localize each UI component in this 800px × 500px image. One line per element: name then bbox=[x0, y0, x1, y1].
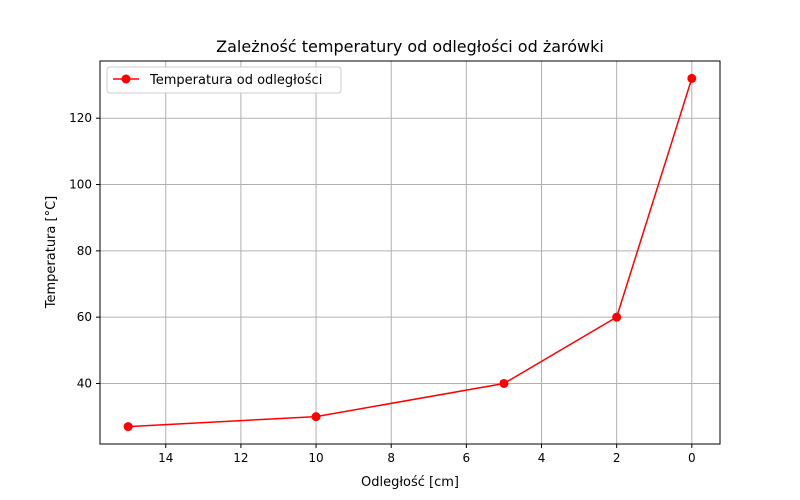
x-axis-ticks: 14 12 10 8 6 4 2 0 bbox=[158, 444, 696, 465]
y-tick-label: 60 bbox=[77, 310, 92, 324]
legend: Temperatura od odległości bbox=[106, 66, 342, 94]
legend-marker-swatch bbox=[121, 74, 131, 84]
x-tick-label: 4 bbox=[538, 451, 546, 465]
chart-title: Zależność temperatury od odległości od ż… bbox=[216, 37, 604, 56]
y-tick-label: 40 bbox=[77, 376, 92, 390]
y-tick-label: 120 bbox=[69, 111, 92, 125]
x-tick-label: 6 bbox=[463, 451, 471, 465]
y-tick-label: 80 bbox=[77, 244, 92, 258]
legend-entry-label: Temperatura od odległości bbox=[149, 73, 322, 88]
x-tick-label: 12 bbox=[233, 451, 248, 465]
series-group bbox=[123, 73, 697, 432]
data-point bbox=[499, 378, 509, 388]
plot-frame bbox=[99, 60, 721, 445]
legend-box bbox=[106, 66, 342, 94]
x-tick-label: 8 bbox=[387, 451, 395, 465]
y-axis-ticks: 40 60 80 100 120 bbox=[69, 111, 100, 390]
data-point bbox=[123, 422, 133, 432]
x-axis-label: Odległość [cm] bbox=[361, 475, 459, 490]
data-point bbox=[687, 73, 697, 83]
data-point bbox=[311, 412, 321, 422]
x-tick-label: 14 bbox=[158, 451, 173, 465]
x-tick-label: 10 bbox=[308, 451, 323, 465]
x-tick-label: 0 bbox=[688, 451, 696, 465]
x-tick-label: 2 bbox=[613, 451, 621, 465]
data-point bbox=[612, 312, 622, 322]
y-tick-label: 100 bbox=[69, 178, 92, 192]
y-axis-label: Temperatura [°C] bbox=[44, 196, 59, 309]
